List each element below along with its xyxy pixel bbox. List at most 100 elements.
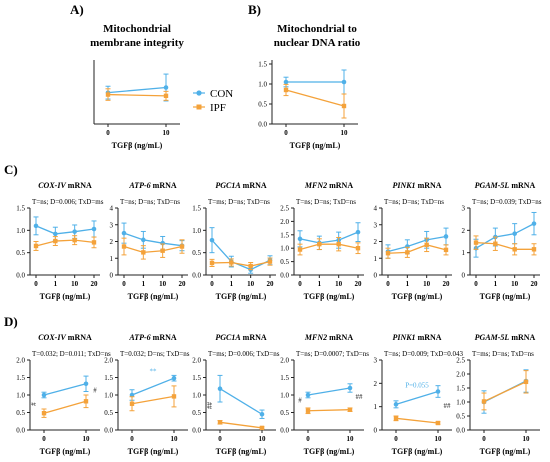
data-point-ipf (336, 241, 341, 247)
legend-ipf-label: IPF (210, 102, 226, 114)
x-tick-label: 0 (218, 435, 222, 443)
chart-d5-title: PINK1 mRNA (392, 333, 441, 342)
y-tick-label: 2 (110, 238, 114, 246)
legend-con-marker (196, 90, 202, 96)
x-tick-label: 1 (54, 280, 58, 288)
significance-mark: ** (150, 367, 158, 375)
data-point-ipf (163, 93, 169, 99)
significance-mark: ## (206, 402, 214, 410)
y-tick-label: 2.0 (456, 371, 465, 379)
series-line-ipf (475, 241, 534, 250)
y-tick-label: 0.0 (280, 272, 289, 280)
y-tick-label: 4 (374, 205, 378, 213)
x-axis-label: TGFβ (ng/mL) (480, 292, 531, 301)
x-tick-label: 20 (91, 280, 99, 288)
y-tick-label: 1 (374, 255, 378, 263)
chart-title-gene: COX-IV (38, 181, 66, 190)
chart-title-suffix: mRNA (509, 181, 535, 190)
data-point-ipf (72, 237, 77, 243)
y-tick-label: 0.0 (16, 272, 25, 280)
y-tick-label: 1.0 (104, 392, 113, 400)
x-axis-label: TGFβ (ng/mL) (128, 447, 179, 456)
chart-c4: MFN2 mRNA T=ns; D=ns; TxD=ns 0.0 0.5 1.0 1.5 2… (280, 181, 364, 301)
y-tick-label: 1.5 (16, 205, 25, 213)
series-line-ipf (395, 417, 439, 424)
chart-title-gene: PINK1 (392, 333, 415, 342)
data-point-ipf (41, 411, 47, 416)
panel-letter-c: C) (4, 162, 18, 177)
data-point-ipf (209, 260, 215, 266)
x-tick-label: 0 (306, 435, 310, 443)
x-tick-label: 0 (284, 129, 288, 137)
chart-title-gene: PGAM-5L (475, 181, 510, 190)
x-tick-label: 20 (179, 280, 187, 288)
x-axis-label: TGFβ (ng/mL) (290, 141, 341, 150)
data-point-ipf (105, 92, 111, 97)
x-tick-label: 20 (355, 280, 363, 288)
y-tick-label: 0.5 (16, 409, 25, 417)
chart-c1-stats: T=ns; D=0.006; TxD=ms (32, 198, 104, 206)
chart-d2-title: ATP-6 mRNA (128, 333, 177, 342)
x-tick-label: 10 (247, 280, 255, 288)
chart-title-gene: PGAM-5L (475, 333, 510, 342)
x-tick-label: 10 (423, 280, 431, 288)
data-point-ipf (317, 241, 322, 247)
x-tick-label: 20 (443, 280, 451, 288)
x-tick-label: 10 (435, 435, 443, 443)
series-line-con (131, 377, 175, 396)
y-tick-label: 2.0 (192, 357, 201, 365)
y-tick-label: 2.5 (280, 205, 289, 213)
x-tick-label: 10 (171, 435, 179, 443)
y-tick-label: 1.5 (280, 231, 289, 239)
series-line-ipf (387, 244, 447, 254)
x-tick-label: 1 (318, 280, 322, 288)
panel-letter-d: D) (4, 314, 18, 329)
series-line-ipf (123, 245, 183, 254)
y-tick-label: 1.5 (258, 61, 267, 69)
y-tick-label: 0.5 (258, 101, 267, 109)
chart-title-suffix: mRNA (416, 333, 442, 342)
chart-b-title-line2: nuclear DNA ratio (274, 37, 361, 49)
chart-d1: COX-IV mRNA T=0.032; D=0.011; TxD=ns 0.0 0.… (16, 333, 111, 456)
data-point-con (209, 237, 215, 243)
series-line-con (307, 387, 351, 396)
x-tick-label: 10 (341, 129, 349, 137)
significance-mark: ## (444, 402, 452, 410)
y-tick-label: 1.5 (456, 385, 465, 393)
series-line-ipf (43, 400, 87, 414)
data-point-ipf (424, 242, 429, 248)
x-tick-label: 0 (474, 280, 478, 288)
y-tick-label: 2.0 (280, 218, 289, 226)
chart-c6: PGAM-5L mRNA T=ns; D=0.039; TxD=ns 0 1 2 3 0 1 1… (462, 181, 542, 301)
y-tick-label: 0 (462, 272, 466, 280)
x-tick-label: 0 (106, 129, 110, 137)
significance-mark: # (298, 397, 302, 405)
x-tick-label: 1 (406, 280, 410, 288)
y-tick-label: 1.0 (16, 227, 25, 235)
series-line-ipf (307, 409, 351, 412)
chart-title-suffix: mRNA (151, 333, 177, 342)
x-axis-label: TGFβ (ng/mL) (304, 292, 355, 301)
data-point-ipf (473, 240, 479, 245)
x-tick-label: 10 (163, 129, 171, 137)
x-tick-label: 20 (531, 280, 539, 288)
x-tick-label: 0 (42, 435, 46, 443)
y-tick-label: 4 (110, 205, 114, 213)
series-line-con (475, 223, 535, 249)
data-point-con (305, 392, 311, 398)
y-tick-label: 0.5 (280, 409, 289, 417)
significance-mark: # (30, 402, 38, 406)
panel-letter-b: B) (248, 2, 261, 17)
data-point-con (41, 392, 47, 398)
x-tick-label: 10 (511, 280, 519, 288)
y-tick-label: 1 (110, 255, 114, 263)
data-point-con (512, 231, 517, 236)
chart-d2: ATP-6 mRNA T=0.032; D=ns; TxD=ns 0.0 0.5 1.0… (104, 333, 189, 456)
chart-title-gene: COX-IV (38, 333, 66, 342)
data-point-con (217, 386, 223, 392)
data-point-ipf (83, 399, 89, 404)
